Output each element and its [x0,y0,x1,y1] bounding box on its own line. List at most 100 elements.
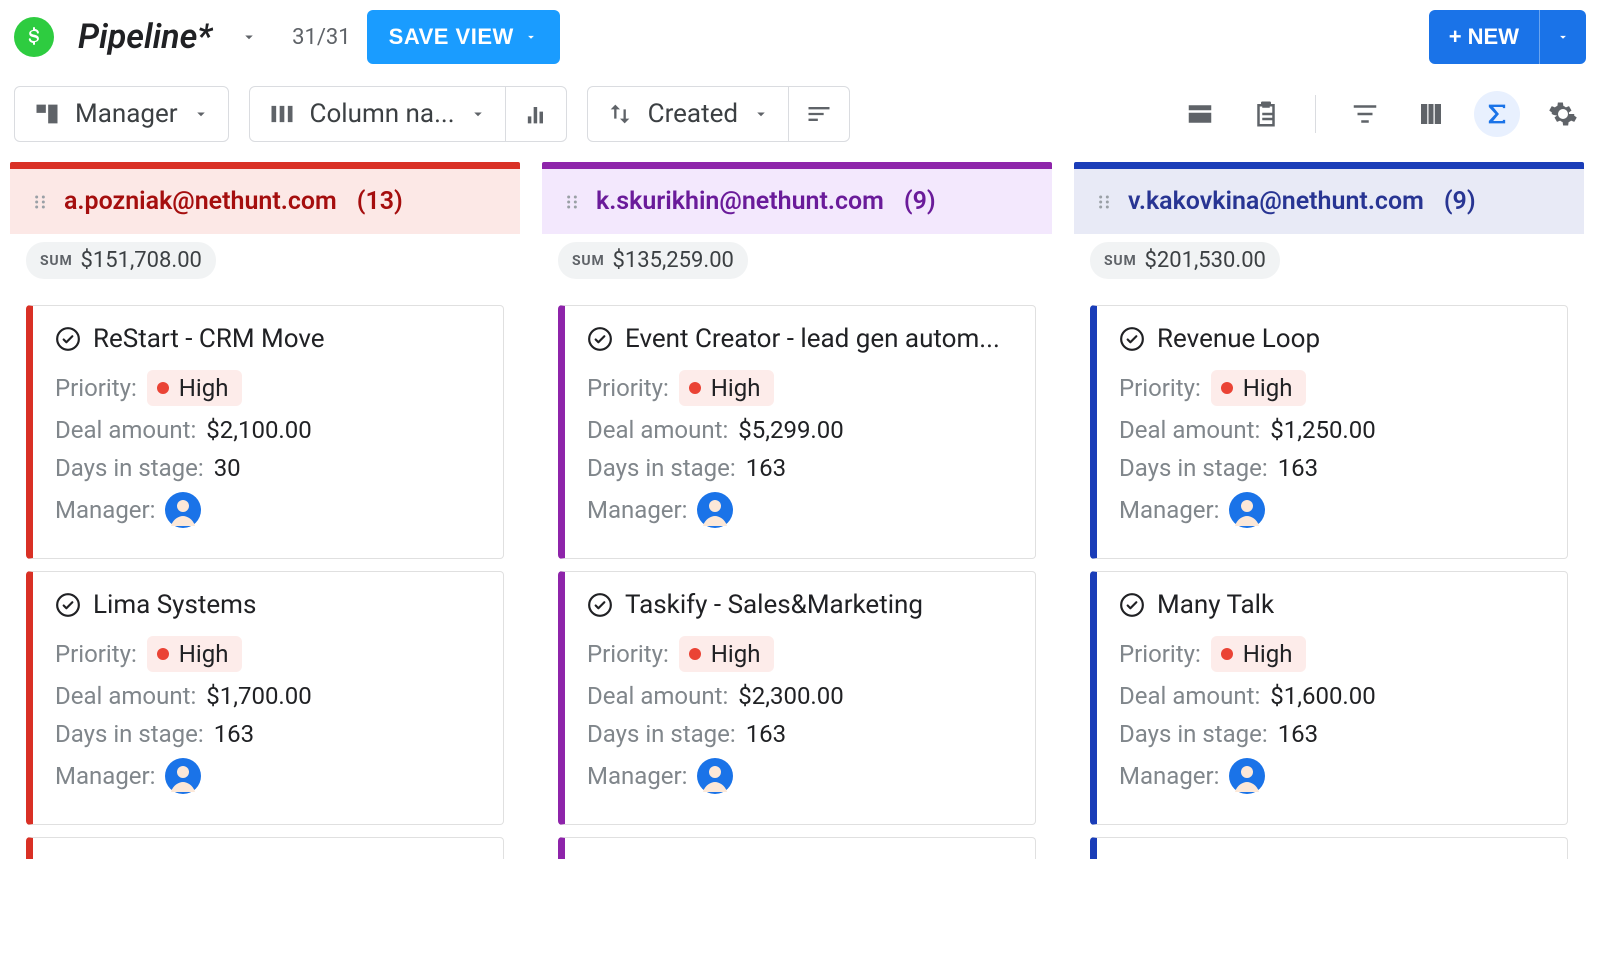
manager-avatar [697,758,733,794]
column-count: (9) [904,187,936,216]
settings-button[interactable] [1540,91,1586,137]
manager-label: Manager: [1119,762,1219,790]
sigma-icon [1483,100,1511,128]
manager-avatar [165,758,201,794]
card-title: Many Talk [1157,590,1274,620]
deal-card[interactable]: Taskify - Sales&MarketingPriority:HighDe… [558,571,1036,825]
grip-icon [1094,192,1114,212]
card-title: Taskify - Sales&Marketing [625,590,923,620]
chevron-down-icon [1556,30,1570,44]
priority-chip: High [1211,370,1307,406]
column-drag-handle[interactable] [562,192,582,212]
priority-label: Priority: [55,640,137,668]
column-sum-pill: SUM$201,530.00 [1090,242,1280,279]
card-view-button[interactable] [1177,91,1223,137]
gear-icon [1548,99,1578,129]
sort-arrows-icon [606,100,634,128]
manager-label: Manager: [1119,496,1219,524]
sum-label: SUM [1104,253,1137,269]
priority-label: Priority: [587,374,669,402]
priority-value: High [711,374,761,402]
avatar-icon [165,492,201,528]
column-drag-handle[interactable] [1094,192,1114,212]
card-title: Event Creator - lead gen autom... [625,324,1000,354]
card-title: ReStart - CRM Move [93,324,325,354]
deal-amount-label: Deal amount: [55,416,196,444]
manager-avatar [1229,492,1265,528]
deal-card[interactable]: Many TalkPriority:HighDeal amount:$1,600… [1090,571,1568,825]
column-config: Column na... [249,86,567,142]
card-icon [1185,99,1215,129]
column-header[interactable]: v.kakovkina@nethunt.com(9) [1074,169,1584,234]
chart-toggle[interactable] [506,87,566,141]
deal-card[interactable]: Revenue LoopPriority:HighDeal amount:$1,… [1090,305,1568,559]
check-circle-icon [1119,592,1145,618]
days-in-stage-value: 30 [214,454,241,482]
card-stub [558,837,1036,859]
column-sum-pill: SUM$151,708.00 [26,242,216,279]
check-circle-icon [55,326,81,352]
days-in-stage-label: Days in stage: [587,454,736,482]
deal-card[interactable]: ReStart - CRM Move Priority: High Deal amou… [26,305,504,559]
avatar-icon [1229,758,1265,794]
deal-card[interactable]: Event Creator - lead gen autom... Priorit… [558,305,1036,559]
priority-value: High [179,640,229,668]
filter-icon [1350,99,1380,129]
sort-direction[interactable] [789,87,849,141]
new-button[interactable]: + NEW [1429,10,1539,64]
priority-chip: High [679,370,775,406]
priority-label: Priority: [55,374,137,402]
column-name-select[interactable]: Column na... [250,87,505,141]
toolbar-divider [1315,95,1316,133]
deal-amount-value: $2,100.00 [206,416,311,444]
card-stub [26,837,504,859]
priority-value: High [1243,374,1293,402]
days-in-stage-label: Days in stage: [1119,720,1268,748]
deal-amount-label: Deal amount: [587,682,728,710]
priority-value: High [1243,640,1293,668]
columns-horizontal-icon [268,100,296,128]
manager-avatar [1229,758,1265,794]
column-drag-handle[interactable] [30,192,50,212]
manager-label: Manager: [55,762,155,790]
days-in-stage-label: Days in stage: [55,454,204,482]
priority-chip: High [147,370,243,406]
column-title: a.pozniak@nethunt.com [64,187,337,216]
column-header[interactable]: a.pozniak@nethunt.com(13) [10,169,520,234]
manager-label: Manager: [587,496,687,524]
avatar-icon [697,758,733,794]
deal-card[interactable]: Lima SystemsPriority:HighDeal amount:$1,… [26,571,504,825]
group-by-select[interactable]: Manager [14,86,229,142]
columns-button[interactable] [1408,91,1454,137]
sort-by-select[interactable]: Created [588,87,788,141]
priority-label: Priority: [1119,640,1201,668]
columns-icon [1416,99,1446,129]
title-dropdown[interactable] [240,28,258,46]
check-circle-icon [55,592,81,618]
save-view-button[interactable]: SAVE VIEW [367,10,560,64]
check-circle-icon [1119,326,1145,352]
clipboard-button[interactable] [1243,91,1289,137]
new-button-group: + NEW [1429,10,1586,64]
chevron-down-icon [240,28,258,46]
sum-button[interactable] [1474,91,1520,137]
filter-button[interactable] [1342,91,1388,137]
board-icon [33,100,61,128]
days-in-stage-label: Days in stage: [1119,454,1268,482]
manager-avatar [697,492,733,528]
column-title: k.skurikhin@nethunt.com [596,187,884,216]
check-circle-icon [587,326,613,352]
column-sum-pill: SUM$135,259.00 [558,242,748,279]
avatar-icon [165,758,201,794]
avatar-icon [697,492,733,528]
page-title[interactable]: Pipeline* [78,17,212,57]
priority-chip: High [1211,636,1307,672]
new-dropdown[interactable] [1539,10,1586,64]
deal-amount-label: Deal amount: [1119,416,1260,444]
days-in-stage-label: Days in stage: [587,720,736,748]
column-header[interactable]: k.skurikhin@nethunt.com (9) [542,169,1052,234]
priority-value: High [179,374,229,402]
sort-descending-icon [805,100,833,128]
days-in-stage-value: 163 [214,720,254,748]
toolbar: Manager Column na... Created [0,74,1600,162]
